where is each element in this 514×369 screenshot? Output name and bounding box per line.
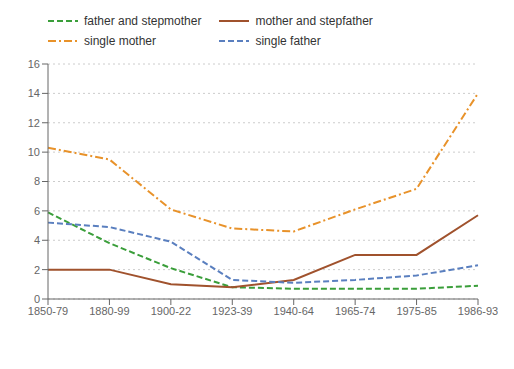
svg-text:1880-99: 1880-99 [89, 305, 129, 317]
svg-text:2: 2 [34, 264, 40, 276]
html-text:single mother: single mother [84, 34, 156, 48]
svg-text:1975-85: 1975-85 [396, 305, 436, 317]
html-text:mother and stepfather: mother and stepfather [255, 14, 373, 28]
svg-text:1965-74: 1965-74 [335, 305, 375, 317]
svg-text:1850-79: 1850-79 [28, 305, 68, 317]
html-text:father and stepmother: father and stepmother [84, 14, 202, 28]
svg-text:0: 0 [34, 293, 40, 305]
svg-text:1986-93: 1986-93 [458, 305, 498, 317]
svg-text:10: 10 [28, 146, 40, 158]
svg-text:6: 6 [34, 205, 40, 217]
svg-text:12: 12 [28, 117, 40, 129]
svg-text:14: 14 [28, 87, 40, 99]
svg-text:1900-22: 1900-22 [151, 305, 191, 317]
svg-text:1923-39: 1923-39 [212, 305, 252, 317]
html-text:single father: single father [255, 34, 321, 48]
svg-text:8: 8 [34, 175, 40, 187]
svg-text:1940-64: 1940-64 [274, 305, 314, 317]
svg-text:4: 4 [34, 234, 40, 246]
svg-text:16: 16 [28, 58, 40, 70]
